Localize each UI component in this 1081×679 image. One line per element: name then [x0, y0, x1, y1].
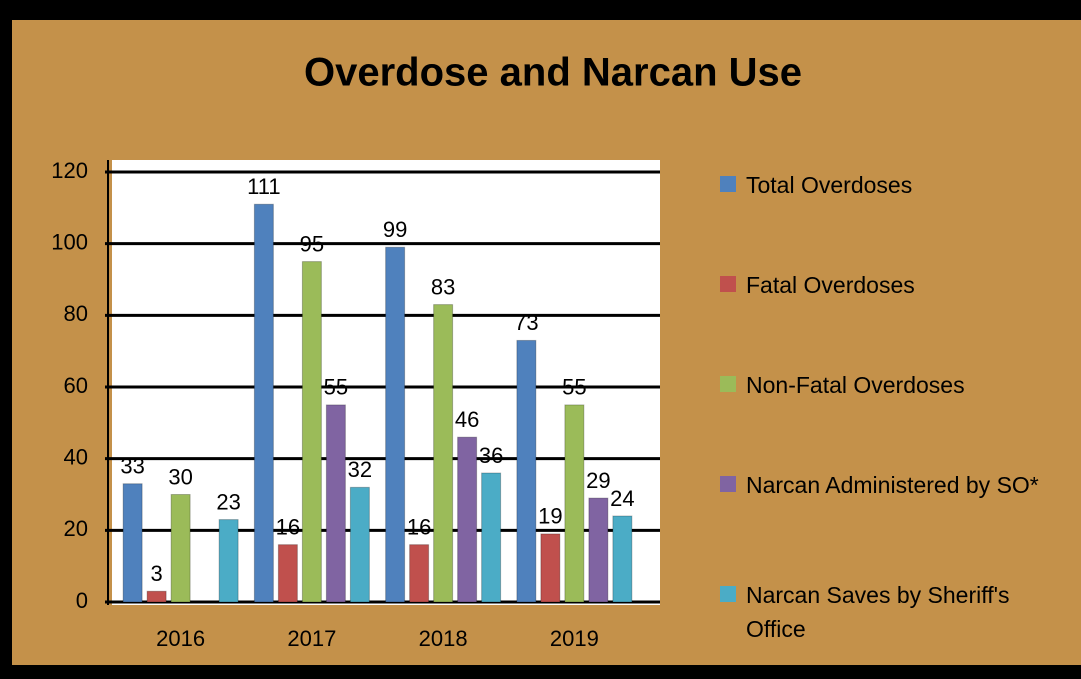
y-tick-label: 120: [51, 158, 88, 183]
chart-title: Overdose and Narcan Use: [304, 51, 802, 95]
legend-item: Fatal Overdoses: [720, 268, 1060, 302]
bar: [122, 483, 143, 603]
x-tick-label: 2018: [419, 626, 468, 651]
data-label: 30: [168, 464, 192, 489]
x-tick-label: 2019: [550, 626, 599, 651]
bar: [253, 203, 274, 603]
y-tick-label: 0: [76, 588, 88, 613]
data-label: 111: [247, 174, 280, 199]
y-tick-label: 100: [51, 229, 88, 254]
data-label: 46: [455, 407, 479, 432]
data-label: 83: [431, 274, 455, 299]
bar: [564, 404, 585, 603]
data-label: 16: [276, 514, 300, 539]
data-label: 16: [407, 514, 431, 539]
data-label: 99: [383, 217, 407, 242]
legend-swatch: [720, 176, 736, 192]
data-label: 36: [479, 443, 503, 468]
bar: [457, 436, 478, 603]
bar: [277, 544, 298, 603]
y-tick-label: 60: [64, 373, 88, 398]
y-tick-label: 40: [64, 444, 88, 469]
bar: [170, 494, 191, 603]
bar: [481, 472, 502, 603]
bar: [146, 590, 167, 603]
legend-swatch: [720, 376, 736, 392]
bar: [516, 339, 537, 603]
data-label: 73: [514, 310, 538, 335]
bar: [409, 544, 430, 603]
x-tick-label: 2016: [156, 626, 205, 651]
legend-item: Non-Fatal Overdoses: [720, 368, 1060, 402]
data-label: 19: [538, 504, 562, 529]
data-label: 55: [324, 375, 348, 400]
data-label: 29: [586, 468, 610, 493]
data-label: 24: [610, 486, 634, 511]
y-tick-label: 80: [64, 301, 88, 326]
bar: [612, 515, 633, 603]
data-label: 33: [120, 454, 144, 479]
bar: [218, 519, 239, 603]
bar: [301, 261, 322, 603]
legend-item: Narcan Administered by SO*: [720, 468, 1060, 502]
x-tick-label: 2017: [287, 626, 336, 651]
bar: [588, 497, 609, 603]
legend-item: Narcan Saves by Sheriff's Office: [720, 578, 1060, 646]
legend-item: Total Overdoses: [720, 168, 1060, 202]
legend-swatch: [720, 276, 736, 292]
data-label: 3: [151, 561, 163, 586]
y-tick-label: 20: [64, 516, 88, 541]
legend-swatch: [720, 476, 736, 492]
legend-label: Total Overdoses: [746, 172, 913, 198]
data-label: 32: [348, 457, 372, 482]
bar: [540, 533, 561, 603]
bar: [433, 304, 454, 603]
legend-label: Fatal Overdoses: [746, 272, 915, 298]
legend-label: Non-Fatal Overdoses: [746, 372, 965, 398]
data-label: 55: [562, 375, 586, 400]
bar: [349, 486, 370, 603]
bar: [325, 404, 346, 603]
data-label: 23: [216, 489, 240, 514]
bar: [385, 246, 406, 603]
legend-label: Narcan Saves by Sheriff's Office: [746, 582, 1010, 642]
data-label: 95: [300, 231, 324, 256]
legend-swatch: [720, 586, 736, 602]
legend-label: Narcan Administered by SO*: [746, 472, 1039, 498]
